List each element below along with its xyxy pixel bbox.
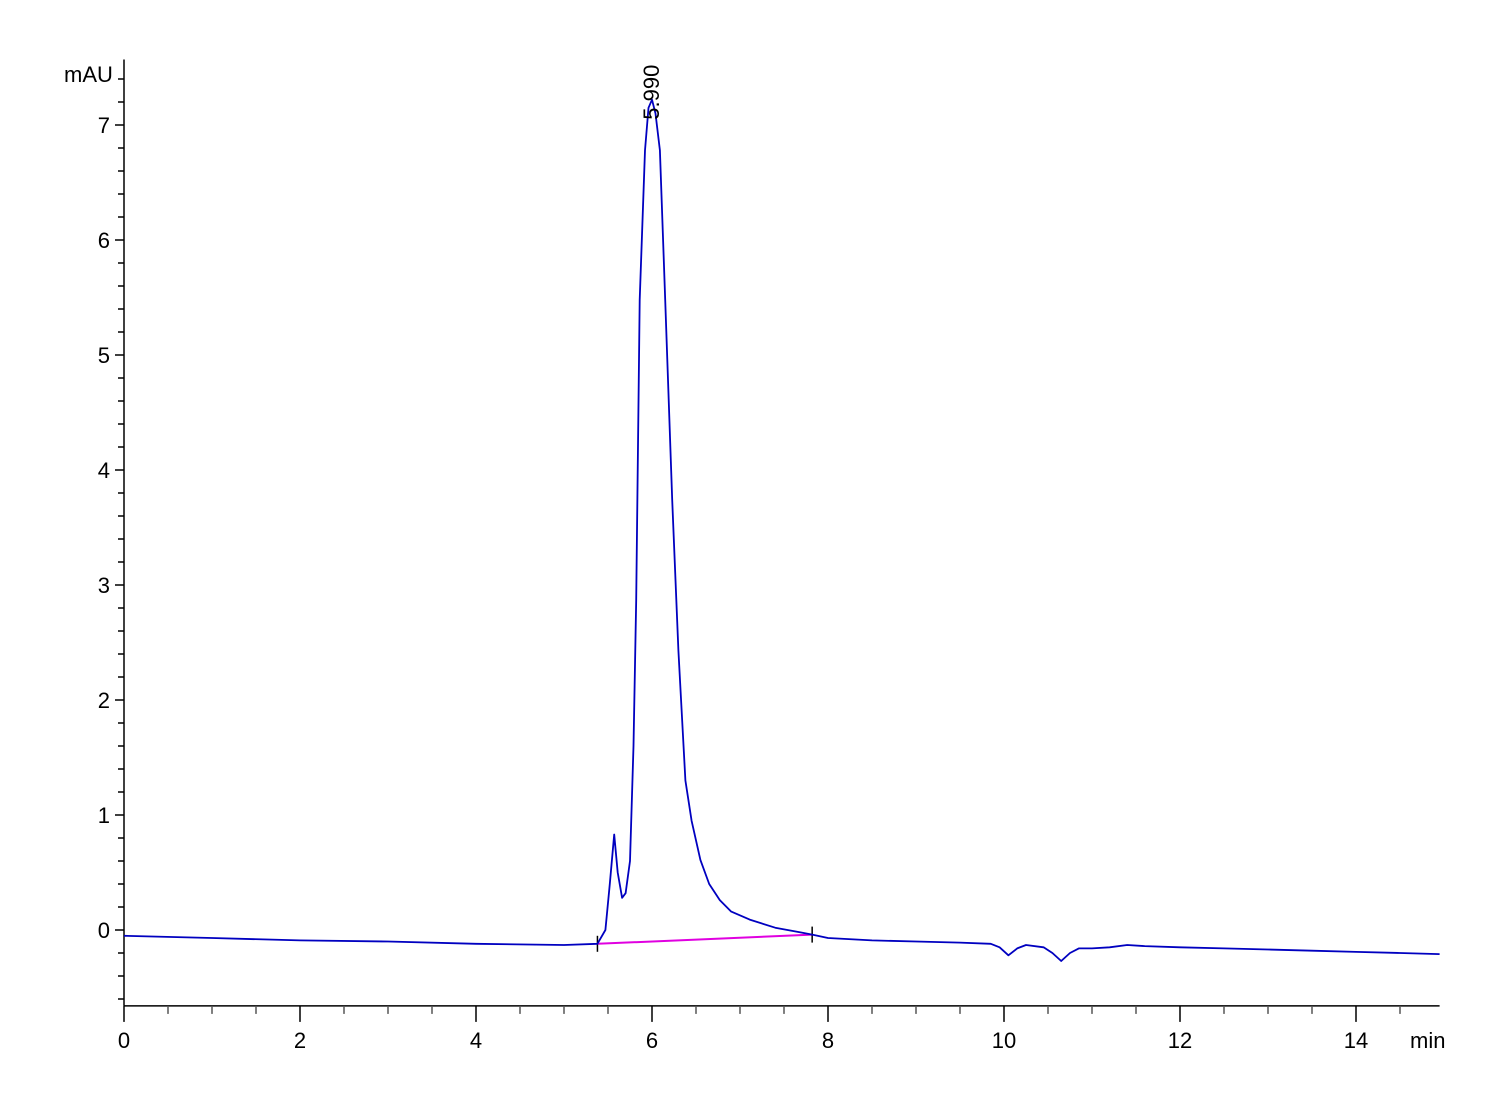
- y-tick-label: 5: [98, 343, 110, 368]
- integration-baseline: [597, 933, 813, 945]
- y-tick-label: 6: [98, 228, 110, 253]
- x-tick-label: 14: [1344, 1028, 1368, 1053]
- x-tick-label: 8: [822, 1028, 834, 1053]
- x-axis-label: min: [1410, 1028, 1445, 1053]
- x-tick-label: 6: [646, 1028, 658, 1053]
- x-tick-label: 12: [1168, 1028, 1192, 1053]
- chromatogram-trace: [123, 98, 1440, 962]
- y-tick-label: 3: [98, 573, 110, 598]
- y-tick-label: 4: [98, 458, 110, 483]
- x-tick-label: 4: [470, 1028, 482, 1053]
- y-tick-label: 7: [98, 113, 110, 138]
- plot-area: 5.990: [123, 65, 1440, 962]
- peak-label: 5.990: [639, 65, 664, 120]
- x-tick-label: 0: [118, 1028, 130, 1053]
- x-tick-label: 2: [294, 1028, 306, 1053]
- y-axis-label: mAU: [64, 62, 113, 87]
- y-tick-label: 2: [98, 688, 110, 713]
- y-tick-label: 1: [98, 803, 110, 828]
- x-tick-label: 10: [992, 1028, 1016, 1053]
- y-tick-label: 0: [98, 918, 110, 943]
